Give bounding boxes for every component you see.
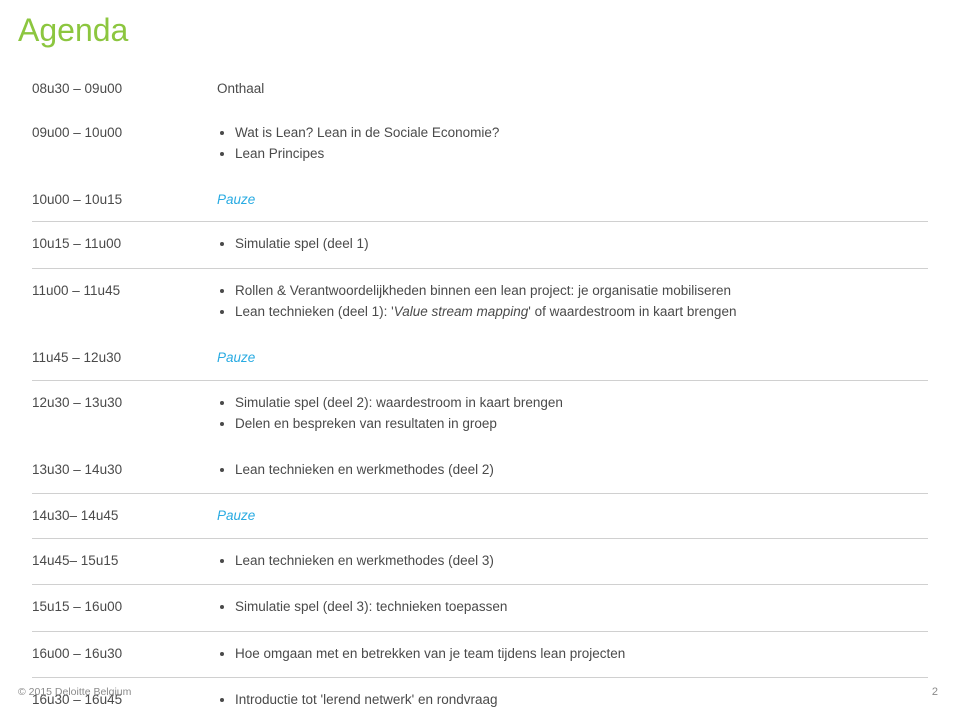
agenda-table: 08u30 – 09u00 Onthaal 09u00 – 10u00 Wat … [32,67,928,724]
agenda-row: 14u30– 14u45 Pauze [32,494,928,539]
agenda-row: 16u00 – 16u30 Hoe omgaan met en betrekke… [32,631,928,678]
agenda-row: 14u45– 15u15 Lean technieken en werkmeth… [32,538,928,585]
time-cell: 14u45– 15u15 [32,538,217,585]
desc-cell: Hoe omgaan met en betrekken van je team … [217,631,928,678]
bullet-list: Rollen & Verantwoordelijkheden binnen ee… [217,281,918,322]
time-cell: 16u30 – 16u45 [32,678,217,724]
desc-cell: Lean technieken en werkmethodes (deel 2) [217,448,928,494]
bullet-list: Introductie tot 'lerend netwerk' en rond… [217,690,918,710]
time-cell: 11u45 – 12u30 [32,336,217,380]
bullet-list: Simulatie spel (deel 2): waardestroom in… [217,393,918,434]
desc-cell: Rollen & Verantwoordelijkheden binnen ee… [217,268,928,336]
bullet-item: Simulatie spel (deel 1) [235,234,918,254]
desc-cell: Pauze [217,494,928,539]
agenda-row: 11u45 – 12u30 Pauze [32,336,928,380]
agenda-row: 10u00 – 10u15 Pauze [32,178,928,222]
bullet-item: Lean technieken en werkmethodes (deel 3) [235,551,918,571]
desc-cell: Simulatie spel (deel 1) [217,222,928,269]
agenda-row: 16u30 – 16u45 Introductie tot 'lerend ne… [32,678,928,724]
time-cell: 13u30 – 14u30 [32,448,217,494]
time-cell: 16u00 – 16u30 [32,631,217,678]
bullet-item: Lean Principes [235,144,918,164]
time-cell: 15u15 – 16u00 [32,585,217,632]
desc-cell: Onthaal [217,67,928,111]
desc-text: Onthaal [217,81,264,96]
agenda-row: 11u00 – 11u45 Rollen & Verantwoordelijkh… [32,268,928,336]
time-cell: 14u30– 14u45 [32,494,217,539]
agenda-row: 09u00 – 10u00 Wat is Lean? Lean in de So… [32,111,928,178]
desc-cell: Simulatie spel (deel 2): waardestroom in… [217,380,928,448]
time-cell: 08u30 – 09u00 [32,67,217,111]
time-cell: 11u00 – 11u45 [32,268,217,336]
bullet-list: Simulatie spel (deel 3): technieken toep… [217,597,918,617]
bullet-item: Simulatie spel (deel 3): technieken toep… [235,597,918,617]
agenda-row: 12u30 – 13u30 Simulatie spel (deel 2): w… [32,380,928,448]
bullet-list: Lean technieken en werkmethodes (deel 3) [217,551,918,571]
bullet-list: Hoe omgaan met en betrekken van je team … [217,644,918,664]
time-cell: 10u15 – 11u00 [32,222,217,269]
pause-label: Pauze [217,350,255,365]
bullet-list: Lean technieken en werkmethodes (deel 2) [217,460,918,480]
bullet-item: Hoe omgaan met en betrekken van je team … [235,644,918,664]
bullet-item: Rollen & Verantwoordelijkheden binnen ee… [235,281,918,301]
bullet-item: Introductie tot 'lerend netwerk' en rond… [235,690,918,710]
bullet-item: Wat is Lean? Lean in de Sociale Economie… [235,123,918,143]
desc-cell: Introductie tot 'lerend netwerk' en rond… [217,678,928,724]
time-cell: 10u00 – 10u15 [32,178,217,222]
time-cell: 12u30 – 13u30 [32,380,217,448]
desc-cell: Wat is Lean? Lean in de Sociale Economie… [217,111,928,178]
agenda-row: 13u30 – 14u30 Lean technieken en werkmet… [32,448,928,494]
pause-label: Pauze [217,508,255,523]
desc-cell: Pauze [217,178,928,222]
bullet-item: Lean technieken (deel 1): 'Value stream … [235,302,918,322]
bullet-list: Simulatie spel (deel 1) [217,234,918,254]
page-title: Agenda [18,12,928,49]
footer-copyright: © 2015 Deloitte Belgium [18,686,131,698]
desc-cell: Pauze [217,336,928,380]
bullet-item: Simulatie spel (deel 2): waardestroom in… [235,393,918,413]
page-number: 2 [932,686,938,698]
bullet-item: Delen en bespreken van resultaten in gro… [235,414,918,434]
pause-label: Pauze [217,192,255,207]
agenda-row: 15u15 – 16u00 Simulatie spel (deel 3): t… [32,585,928,632]
agenda-row: 08u30 – 09u00 Onthaal [32,67,928,111]
desc-cell: Lean technieken en werkmethodes (deel 3) [217,538,928,585]
bullet-item: Lean technieken en werkmethodes (deel 2) [235,460,918,480]
desc-cell: Simulatie spel (deel 3): technieken toep… [217,585,928,632]
time-cell: 09u00 – 10u00 [32,111,217,178]
agenda-row: 10u15 – 11u00 Simulatie spel (deel 1) [32,222,928,269]
agenda-page: Agenda 08u30 – 09u00 Onthaal 09u00 – 10u… [0,0,960,724]
bullet-list: Wat is Lean? Lean in de Sociale Economie… [217,123,918,164]
